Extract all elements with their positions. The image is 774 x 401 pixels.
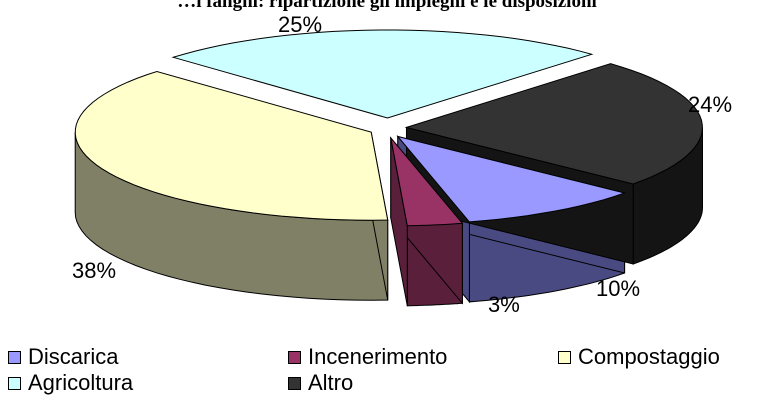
label-pct-discarica: 10% xyxy=(596,276,641,301)
label-pct-agricoltura: 25% xyxy=(278,12,323,37)
label-pct-incenerimento: 3% xyxy=(488,292,520,317)
slice-agricoltura xyxy=(171,29,594,119)
label-pct-compostaggio: 38% xyxy=(72,258,117,283)
slice-incenerimento xyxy=(389,136,464,227)
slice-discarica xyxy=(396,135,627,223)
chart-title: …i fanghi: ripartizione gli impieghi e l… xyxy=(177,0,597,12)
slice-compostaggio xyxy=(74,70,389,221)
slice-altro xyxy=(404,63,703,185)
label-pct-altro: 24% xyxy=(688,92,733,117)
